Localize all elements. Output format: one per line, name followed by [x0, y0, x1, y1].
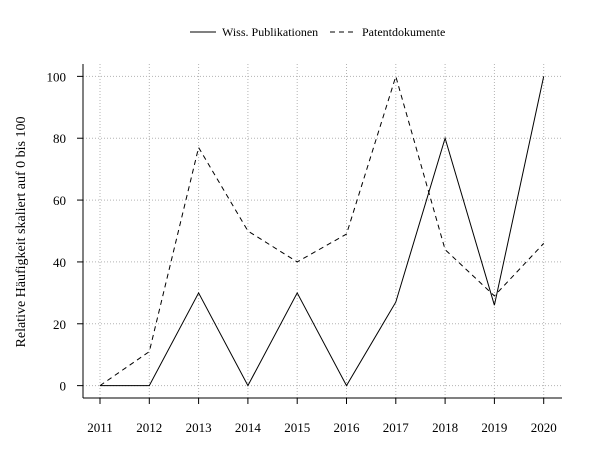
- x-tick-label-2015: 2015: [284, 420, 310, 435]
- axes: [82, 64, 562, 399]
- series-lines: [99, 74, 545, 387]
- y-tick-label-20: 20: [53, 317, 66, 332]
- x-tick-label-2020: 2020: [531, 420, 557, 435]
- y-axis-title: Relative Häufigkeit skaliert auf 0 bis 1…: [14, 117, 29, 348]
- legend-label-patentdokumente: Patentdokumente: [362, 25, 445, 39]
- legend-label-wiss-publikationen: Wiss. Publikationen: [222, 25, 318, 39]
- legend: Wiss. Publikationen Patentdokumente: [190, 25, 445, 39]
- series-line-wiss-publikationen: [100, 76, 545, 387]
- x-axis-ticks: 2011 2012 2013 2014 2015 2016 2017 2018 2019 2020: [87, 398, 557, 435]
- x-tick-label-2011: 2011: [87, 420, 113, 435]
- y-tick-label-80: 80: [53, 131, 66, 146]
- x-tick-label-2013: 2013: [186, 420, 212, 435]
- y-tick-label-60: 60: [53, 193, 66, 208]
- grid: [83, 64, 562, 398]
- x-tick-label-2019: 2019: [481, 420, 507, 435]
- x-tick-label-2018: 2018: [432, 420, 458, 435]
- x-tick-label-2012: 2012: [136, 420, 162, 435]
- series-line-patentdokumente: [99, 74, 545, 387]
- y-tick-label-100: 100: [47, 69, 67, 84]
- y-tick-label-0: 0: [60, 379, 67, 394]
- x-tick-label-2017: 2017: [383, 420, 410, 435]
- x-tick-label-2016: 2016: [334, 420, 361, 435]
- y-axis-ticks: 0 20 40 60 80 100: [47, 69, 83, 394]
- x-tick-label-2014: 2014: [235, 420, 262, 435]
- y-tick-label-40: 40: [53, 255, 66, 270]
